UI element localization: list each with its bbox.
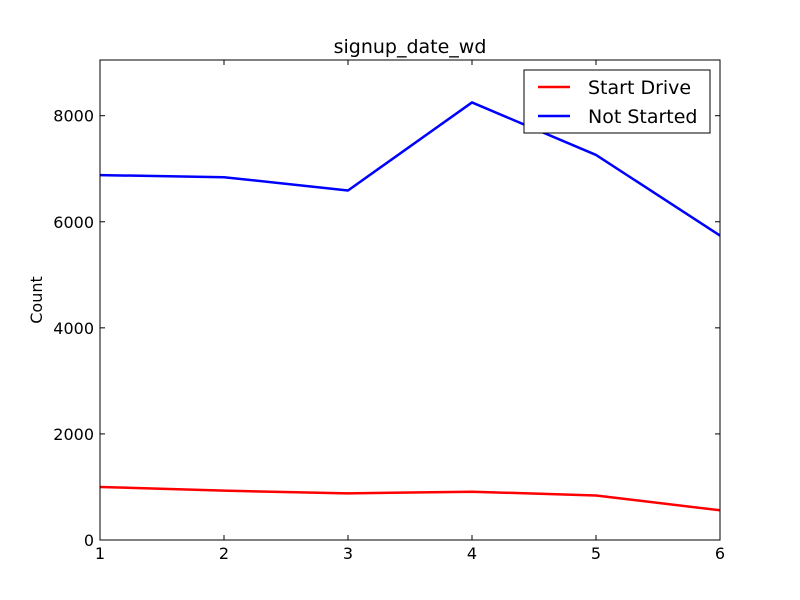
x-tick-label: 4 bbox=[467, 544, 477, 563]
x-tick-label: 1 bbox=[95, 544, 105, 563]
y-axis-label: Count bbox=[27, 276, 46, 324]
chart-title: signup_date_wd bbox=[334, 36, 487, 58]
legend-label-not-started: Not Started bbox=[588, 106, 698, 128]
series-line-not-started bbox=[99, 101, 721, 237]
x-tick-label: 2 bbox=[219, 544, 229, 563]
plot-area: 1 2 3 4 5 6 0 2000 4000 6000 8000 bbox=[53, 59, 725, 563]
y-tick-label: 2000 bbox=[53, 425, 94, 444]
y-tick-label: 8000 bbox=[53, 107, 94, 126]
y-tick-label: 6000 bbox=[53, 213, 94, 232]
x-tick-label: 6 bbox=[715, 544, 725, 563]
x-tick-label: 3 bbox=[343, 544, 353, 563]
plot-frame bbox=[99, 59, 721, 541]
legend: Start Drive Not Started bbox=[523, 69, 711, 134]
legend-box bbox=[523, 69, 711, 134]
x-tick-label: 5 bbox=[591, 544, 601, 563]
y-tick-label: 0 bbox=[84, 531, 94, 550]
legend-label-start-drive: Start Drive bbox=[588, 77, 691, 99]
y-tick-label: 4000 bbox=[53, 319, 94, 338]
series-line-start-drive bbox=[99, 485, 721, 512]
